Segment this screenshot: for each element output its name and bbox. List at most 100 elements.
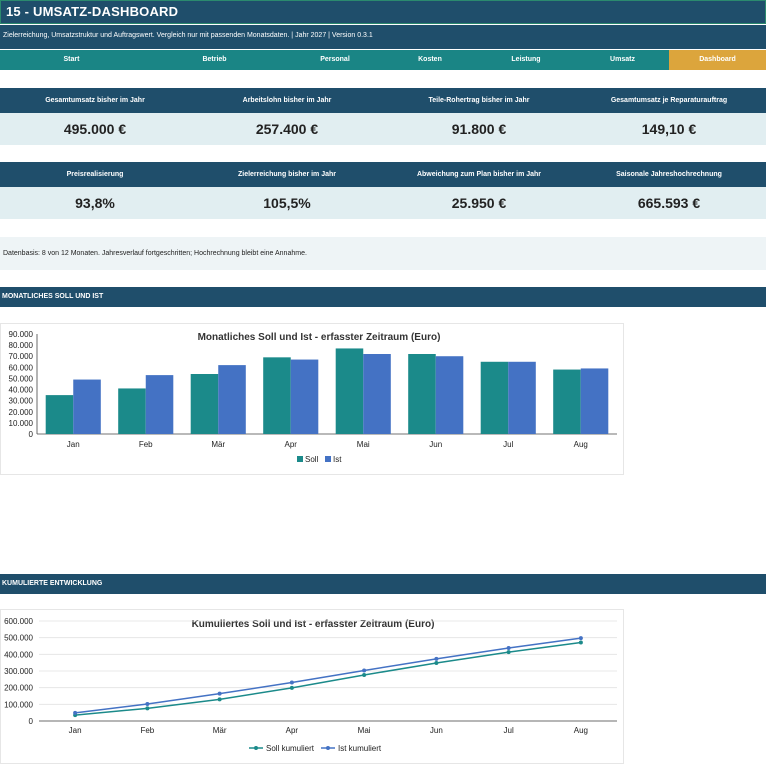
point-ist-jun <box>434 656 439 661</box>
cumulative-line-chart: Kumuliertes Soll und Ist - erfasster Zei… <box>4 617 617 753</box>
kpi-value-hochrechnung: 665.593 € <box>637 195 701 211</box>
y-tick-label: 10.000 <box>9 419 34 428</box>
kpi-label-umsatz-je-auftrag: Gesamtumsatz je Reparaturauftrag <box>610 97 728 104</box>
x-tick-label: Jun <box>429 440 442 449</box>
nav-item-betrieb[interactable]: Betrieb <box>202 56 227 63</box>
x-tick-label: Mai <box>358 726 371 735</box>
y-tick-label: 500.000 <box>4 634 33 643</box>
x-tick-label: Aug <box>574 726 588 735</box>
y-tick-label: 80.000 <box>9 341 34 350</box>
bar-ist-mai <box>363 354 391 434</box>
bar-soll-apr <box>263 357 291 434</box>
kpi-value-zielerreichung: 105,5% <box>263 195 311 211</box>
nav-item-umsatz[interactable]: Umsatz <box>610 56 635 63</box>
kpi-label-preisrealisierung: Preisrealisierung <box>66 171 124 178</box>
legend-marker-soll <box>254 746 258 750</box>
point-soll-aug <box>578 640 583 645</box>
bar-soll-aug <box>553 369 581 434</box>
y-tick-label: 90.000 <box>9 330 34 339</box>
kpi-value-gesamtumsatz: 495.000 € <box>63 121 127 137</box>
legend-label-soll: Soll kumuliert <box>266 744 315 753</box>
legend-label-ist: Ist <box>333 455 342 464</box>
kpi-label-hochrechnung: Saisonale Jahreshochrechnung <box>616 171 722 178</box>
x-tick-label: Feb <box>139 440 153 449</box>
section-title-monthly: MONATLICHES SOLL UND IST <box>2 293 104 300</box>
kpi-row2-header <box>0 162 766 187</box>
bar-ist-aug <box>580 368 609 434</box>
point-soll-mär <box>217 697 222 702</box>
x-tick-label: Aug <box>574 440 588 449</box>
y-tick-label: 0 <box>29 717 34 726</box>
y-tick-label: 60.000 <box>9 363 34 372</box>
y-tick-label: 100.000 <box>4 700 33 709</box>
section-header-cumulative: KUMULIERTE ENTWICKLUNG <box>0 574 766 594</box>
subtitle-bar: Zielerreichung, Umsatzstruktur und Auftr… <box>0 25 766 49</box>
x-tick-label: Mär <box>213 726 227 735</box>
point-soll-apr <box>289 685 294 690</box>
nav-item-dashboard[interactable]: Dashboard <box>669 50 766 70</box>
x-tick-label: Feb <box>140 726 154 735</box>
x-tick-label: Jul <box>503 440 513 449</box>
point-ist-mär <box>217 691 222 696</box>
point-ist-apr <box>289 680 294 685</box>
title-bar: 15 - UMSATZ-DASHBOARD <box>0 0 766 24</box>
x-tick-label: Mai <box>357 440 370 449</box>
bar-soll-jan <box>45 395 74 434</box>
nav-item-start[interactable]: Start <box>63 56 80 63</box>
monthly-bar-chart: Monatliches Soll und Ist - erfasster Zei… <box>9 330 617 464</box>
bar-soll-jun <box>408 354 436 434</box>
note-bar: Datenbasis: 8 von 12 Monaten. Jahresverl… <box>0 237 766 270</box>
data-basis-note: Datenbasis: 8 von 12 Monaten. Jahresverl… <box>3 250 307 257</box>
kpi-row2-body <box>0 187 766 219</box>
y-tick-label: 400.000 <box>4 650 33 659</box>
y-tick-label: 200.000 <box>4 684 33 693</box>
legend-marker-ist <box>326 746 330 750</box>
kpi-value-arbeitslohn: 257.400 € <box>255 121 319 137</box>
legend-label-ist: Ist kumuliert <box>338 744 382 753</box>
x-tick-label: Mär <box>211 440 225 449</box>
page-subtitle: Zielerreichung, Umsatzstruktur und Auftr… <box>3 32 373 39</box>
section-header-monthly: MONATLICHES SOLL UND IST <box>0 287 766 307</box>
x-tick-label: Jul <box>504 726 514 735</box>
x-tick-label: Apr <box>286 726 299 735</box>
kpi-value-preisrealisierung: 93,8% <box>75 195 115 211</box>
nav-item-personal[interactable]: Personal <box>320 56 350 63</box>
point-ist-feb <box>145 702 150 706</box>
cumulative-chart-box: Kumuliertes Soll und Ist - erfasster Zei… <box>0 609 624 764</box>
bar-soll-mär <box>190 374 219 434</box>
kpi-label-teile-rohertrag: Teile-Rohertrag bisher im Jahr <box>428 97 530 104</box>
kpi-value-abweichung: 25.950 € <box>451 195 507 211</box>
nav-item-kosten[interactable]: Kosten <box>418 56 442 63</box>
nav-item-leistung[interactable]: Leistung <box>511 56 541 63</box>
point-ist-jan <box>73 710 78 715</box>
point-soll-feb <box>145 706 150 711</box>
legend-swatch-soll <box>297 456 303 462</box>
point-soll-mai <box>362 673 367 677</box>
kpi-label-zielerreichung: Zielerreichung bisher im Jahr <box>237 171 337 178</box>
bar-soll-mai <box>335 348 364 434</box>
point-ist-aug <box>578 636 583 641</box>
y-tick-label: 50.000 <box>9 374 34 383</box>
bar-soll-jul <box>480 361 509 434</box>
x-tick-label: Apr <box>285 440 298 449</box>
chart-title: Monatliches Soll und Ist - erfasster Zei… <box>198 332 441 343</box>
series-line-soll <box>75 641 581 716</box>
y-tick-label: 300.000 <box>4 667 33 676</box>
y-tick-label: 40.000 <box>9 386 34 395</box>
point-ist-mai <box>362 668 367 673</box>
series-line-ist <box>75 637 581 714</box>
bar-soll-feb <box>118 388 146 434</box>
bar-ist-mär <box>218 365 246 434</box>
y-tick-label: 30.000 <box>9 397 34 406</box>
bar-ist-feb <box>145 375 174 434</box>
section-title-cumulative: KUMULIERTE ENTWICKLUNG <box>2 580 103 587</box>
kpi-label-abweichung: Abweichung zum Plan bisher im Jahr <box>416 171 542 178</box>
bar-ist-jun <box>435 356 464 434</box>
y-tick-label: 600.000 <box>4 617 33 626</box>
x-tick-label: Jan <box>69 726 82 735</box>
point-ist-jul <box>506 646 511 650</box>
chart-title: Kumuliertes Soll und Ist - erfasster Zei… <box>192 619 435 630</box>
point-soll-jun <box>434 661 439 665</box>
legend-swatch-ist <box>325 456 331 462</box>
bar-ist-jul <box>508 361 536 434</box>
